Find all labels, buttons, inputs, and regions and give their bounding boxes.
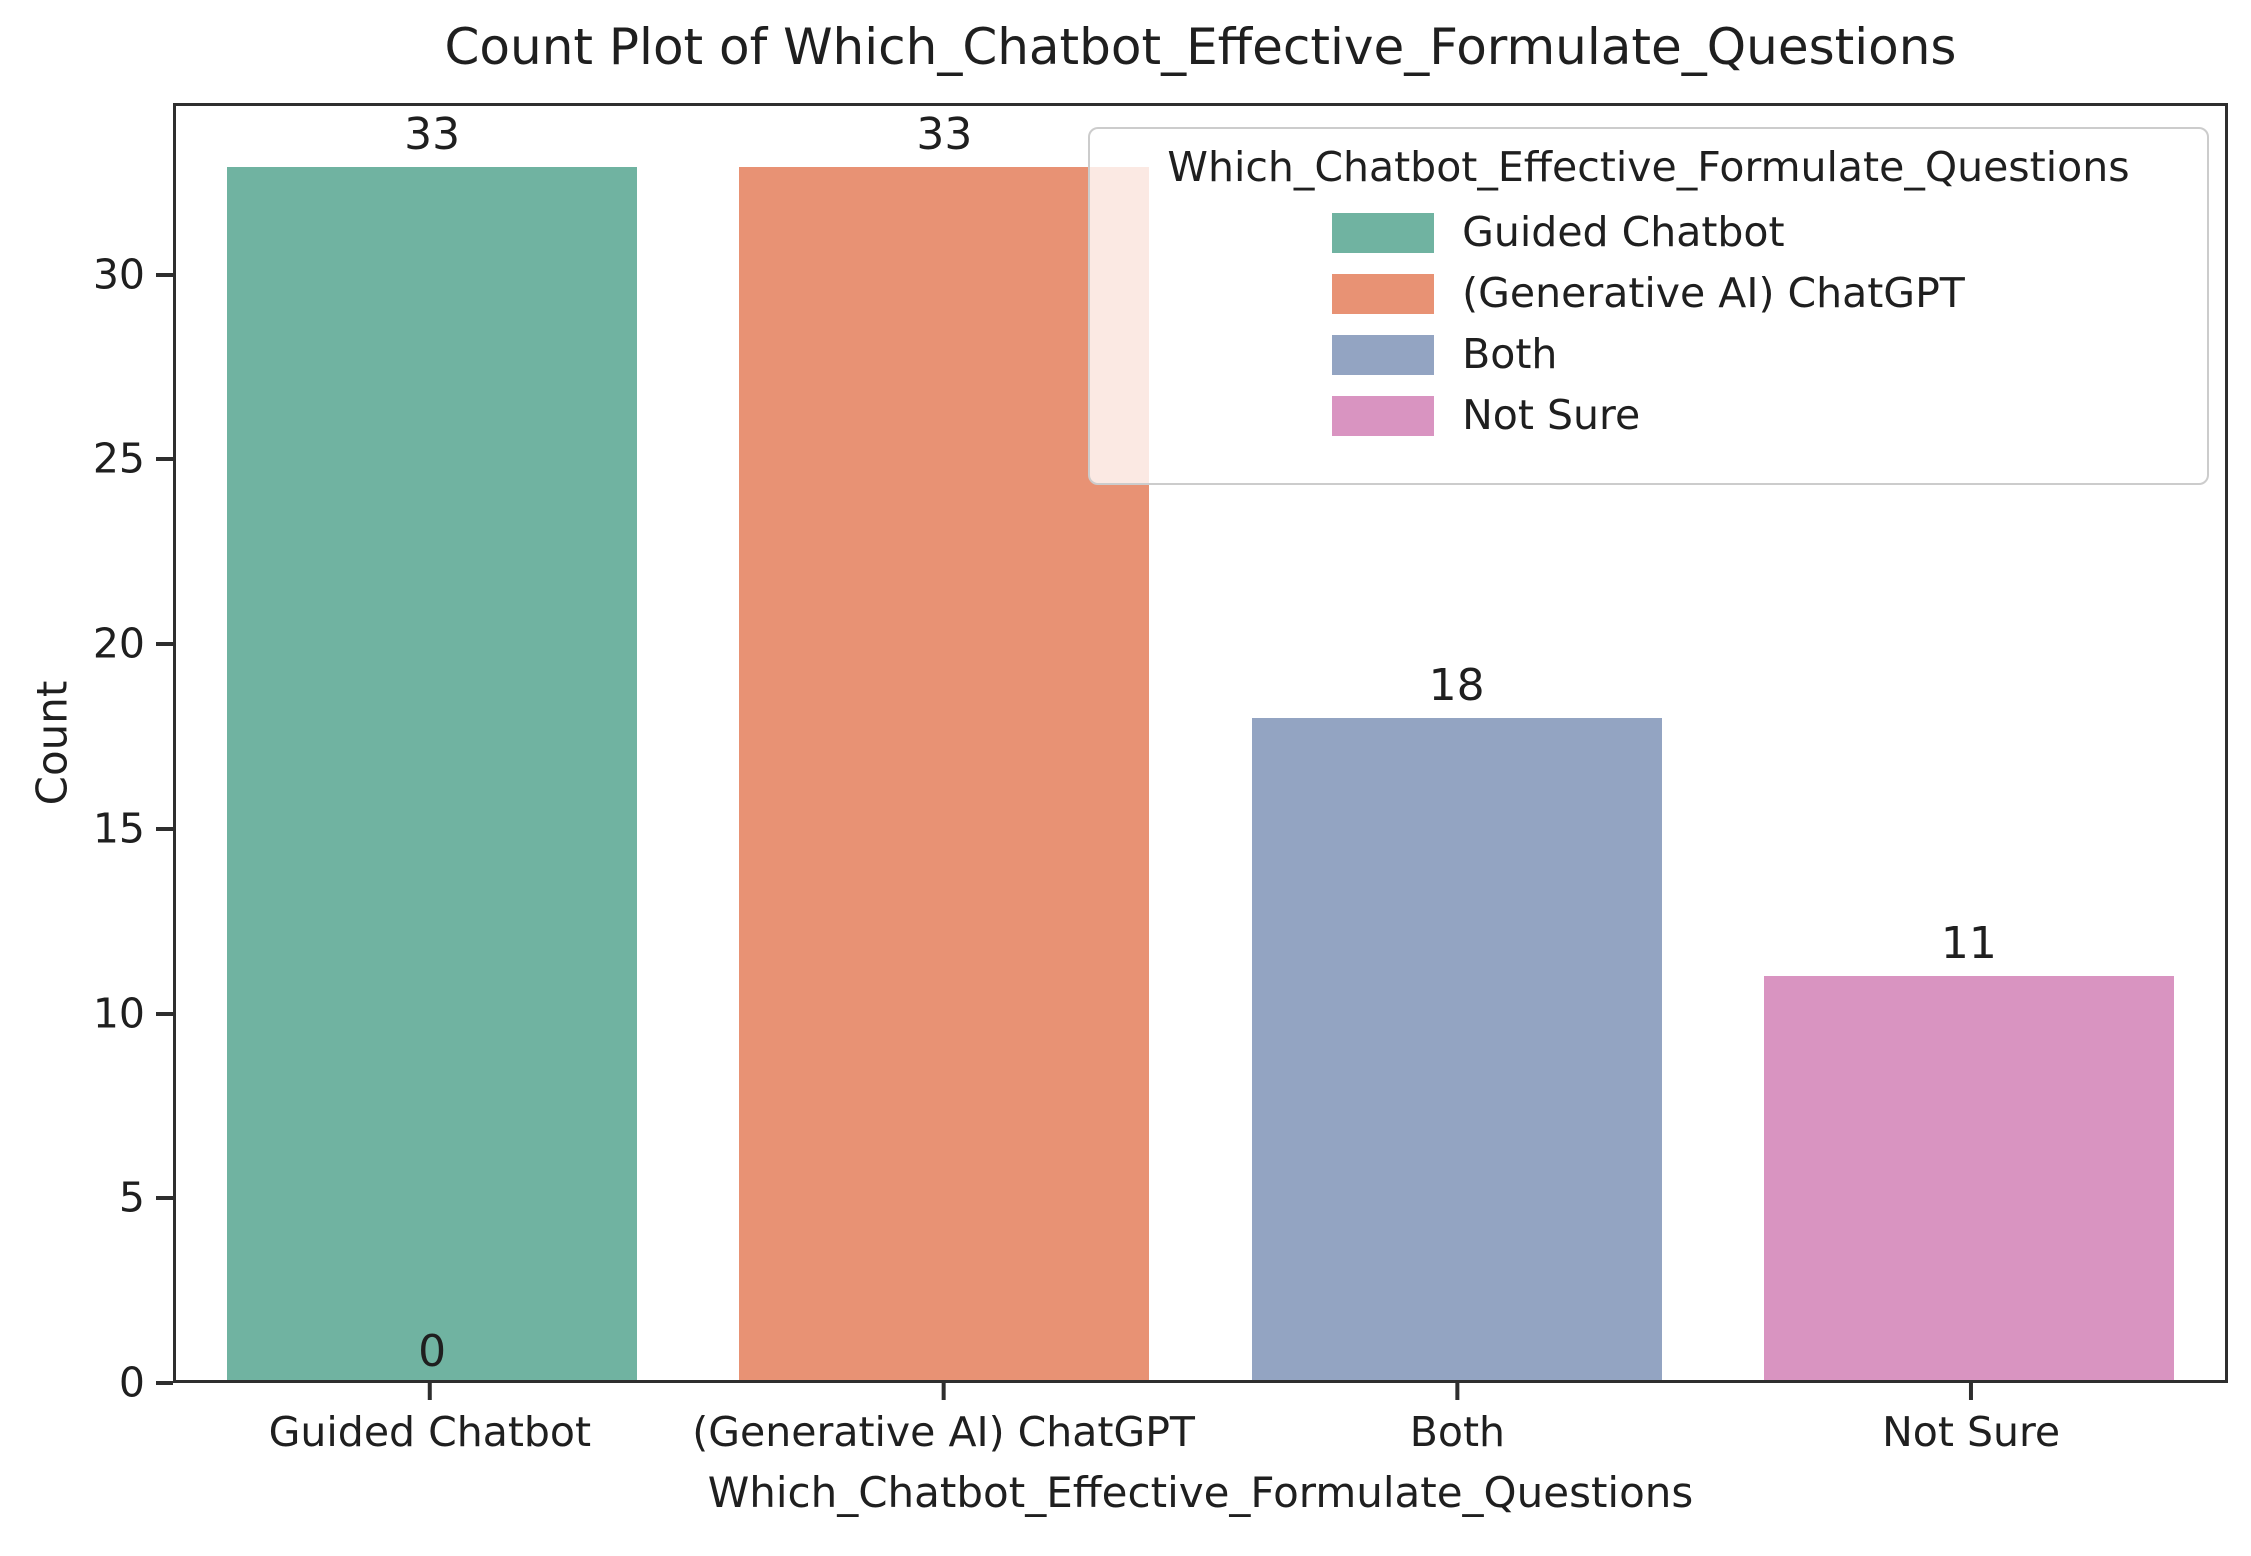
bar-guided-chatbot [227, 166, 638, 1380]
legend: Which_Chatbot_Effective_Formulate_Questi… [1088, 127, 2209, 485]
x-tick-generative-ai-chatgpt: (Generative AI) ChatGPT [692, 1383, 1195, 1456]
legend-entry-guided-chatbot: Guided Chatbot [1332, 212, 1965, 253]
chart-title: Count Plot of Which_Chatbot_Effective_Fo… [444, 18, 1957, 76]
bar-value-label: 11 [1940, 917, 1997, 969]
x-tick-not-sure: Not Sure [1882, 1383, 2060, 1456]
x-tick-mark [1969, 1383, 1974, 1400]
bar-value-label: 18 [1428, 660, 1485, 712]
legend-entries: Guided Chatbot (Generative AI) ChatGPT Bot… [1332, 212, 1965, 436]
x-tick-label: Both [1409, 1408, 1506, 1456]
y-tick-label: 0 [118, 1358, 145, 1407]
bar-slot-generative-ai-chatgpt: 33 [688, 106, 1200, 1380]
y-tick-mark [156, 1011, 173, 1016]
legend-swatch-both [1332, 334, 1435, 375]
bar-generative-ai-chatgpt [739, 166, 1150, 1380]
bar-both [1251, 718, 1662, 1380]
legend-label: Not Sure [1462, 391, 1641, 440]
x-tick-mark [1455, 1383, 1460, 1400]
legend-entry-not-sure: Not Sure [1332, 395, 1965, 436]
bar-slot-guided-chatbot: 33 0 [176, 106, 688, 1380]
bar-slot-not-sure: 11 [1713, 106, 2225, 1380]
legend-title: Which_Chatbot_Effective_Formulate_Questi… [1167, 143, 2130, 191]
x-tick-mark [941, 1383, 946, 1400]
bar-slot-both: 18 [1201, 106, 1713, 1380]
bar-value-label: 33 [404, 108, 461, 160]
legend-swatch-not-sure [1332, 395, 1435, 436]
legend-label: (Generative AI) ChatGPT [1462, 269, 1965, 318]
y-tick-label: 15 [92, 804, 145, 853]
x-tick-guided-chatbot: Guided Chatbot [269, 1383, 591, 1456]
x-tick-label: Not Sure [1882, 1408, 2061, 1456]
y-tick-mark [156, 1196, 173, 1201]
y-axis: 0 5 10 15 20 25 30 [0, 103, 173, 1403]
y-tick-label: 25 [92, 434, 145, 483]
x-tick-label: (Generative AI) ChatGPT [692, 1408, 1195, 1456]
y-tick-mark [156, 826, 173, 831]
y-tick-mark [156, 1381, 173, 1385]
x-axis: Guided Chatbot (Generative AI) ChatGPT Bot… [173, 1383, 2228, 1473]
bar-not-sure [1763, 975, 2174, 1380]
y-tick-label: 5 [118, 1173, 145, 1222]
x-tick-both: Both [1410, 1383, 1505, 1456]
legend-label: Both [1462, 330, 1558, 379]
baseline-annotation: 0 [418, 1326, 447, 1377]
legend-entry-generative-ai-chatgpt: (Generative AI) ChatGPT [1332, 273, 1965, 314]
legend-swatch-generative-ai-chatgpt [1332, 273, 1435, 314]
legend-swatch-guided-chatbot [1332, 212, 1435, 253]
x-axis-label: Which_Chatbot_Effective_Formulate_Questi… [707, 1468, 1694, 1517]
x-tick-mark [427, 1383, 432, 1400]
y-tick-mark [156, 642, 173, 647]
legend-entry-both: Both [1332, 334, 1965, 375]
y-tick-label: 30 [92, 250, 145, 299]
y-tick-label: 20 [92, 619, 145, 668]
bar-value-label: 33 [916, 108, 973, 160]
legend-label: Guided Chatbot [1462, 208, 1785, 257]
y-tick-mark [156, 272, 173, 277]
y-tick-mark [156, 457, 173, 462]
y-tick-label: 10 [92, 989, 145, 1038]
x-tick-label: Guided Chatbot [268, 1408, 592, 1456]
